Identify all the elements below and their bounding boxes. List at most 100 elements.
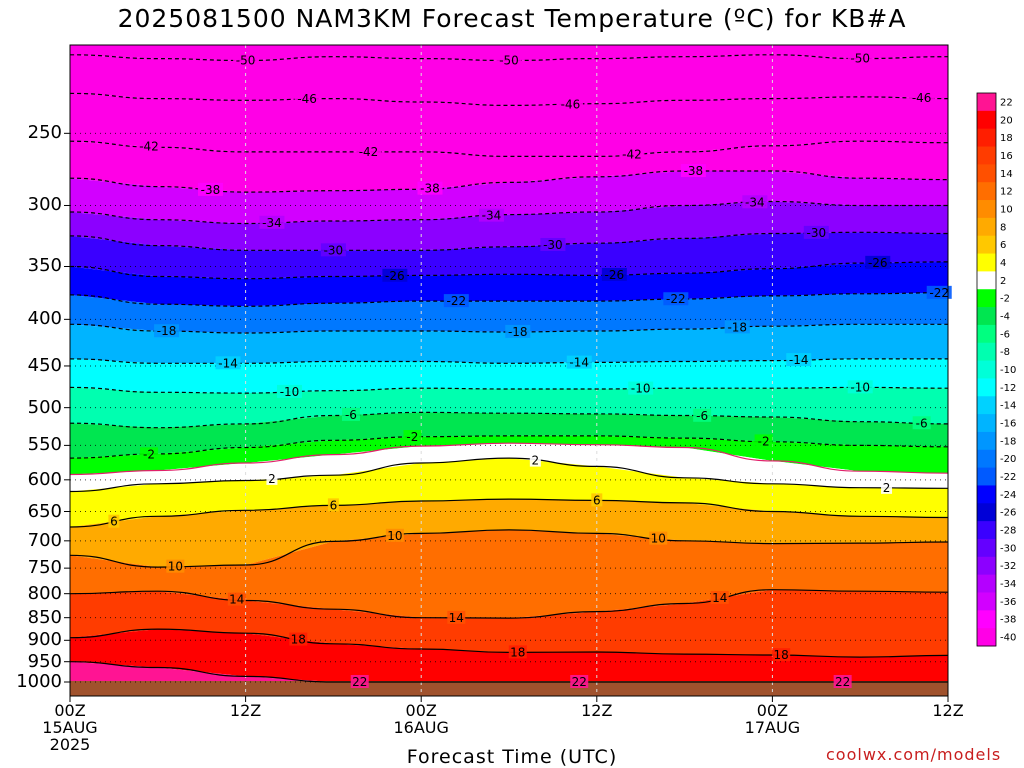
isotherm-label: -22 bbox=[447, 294, 467, 308]
isotherm-label: -14 bbox=[789, 353, 809, 367]
isotherm-label-bg bbox=[505, 324, 531, 338]
isotherm-label: -2 bbox=[143, 447, 155, 461]
isotherm-label-bg bbox=[197, 182, 223, 196]
isotherm-label-bg bbox=[865, 255, 891, 269]
isotherm-label: 6 bbox=[110, 515, 118, 529]
isotherm-label: -26 bbox=[385, 269, 405, 283]
isotherm-label: -14 bbox=[218, 356, 238, 370]
isotherm-label: 14 bbox=[712, 591, 727, 605]
colorbar-label: -40 bbox=[1000, 633, 1016, 644]
isotherm-label-bg bbox=[382, 268, 408, 282]
temperature-band bbox=[70, 232, 948, 279]
isotherm-label: -30 bbox=[806, 226, 826, 240]
colorbar-label: 14 bbox=[1000, 169, 1013, 180]
isotherm-label-bg bbox=[478, 208, 504, 222]
colorbar-label: -30 bbox=[1000, 543, 1016, 554]
isotherm-label-bg bbox=[215, 356, 241, 370]
isotherm-label-bg bbox=[529, 453, 541, 467]
colorbar-label: 12 bbox=[1000, 187, 1013, 198]
isotherm-label-bg bbox=[649, 531, 668, 545]
isotherm-label-bg bbox=[136, 139, 162, 153]
isotherm-line bbox=[69, 589, 949, 619]
isotherm-label: -38 bbox=[201, 183, 221, 197]
isotherm-label: -34 bbox=[482, 209, 502, 223]
isotherm-label: -46 bbox=[912, 91, 932, 105]
isotherm-label-bg bbox=[294, 92, 320, 106]
isotherm-label-bg bbox=[926, 285, 952, 299]
temperature-band bbox=[70, 201, 948, 251]
colorbar-label: 20 bbox=[1000, 115, 1013, 126]
pressure-tick-label: 500 bbox=[27, 396, 62, 418]
isotherm-label: 18 bbox=[774, 648, 789, 662]
colorbar-swatch bbox=[977, 449, 996, 469]
isotherm-label: 2 bbox=[268, 472, 276, 486]
isotherm-label-bg bbox=[443, 294, 469, 308]
colorbar-label: 6 bbox=[1000, 240, 1006, 251]
temperature-band bbox=[70, 499, 948, 568]
isotherm-label-bg bbox=[833, 675, 852, 688]
colorbar-label: -8 bbox=[1000, 347, 1010, 358]
isotherm-label-bg bbox=[508, 645, 527, 659]
colorbar-label: -32 bbox=[1000, 561, 1016, 572]
isotherm-label-bg bbox=[140, 447, 159, 461]
pressure-tick-label: 700 bbox=[27, 529, 62, 551]
isotherm-label: -34 bbox=[262, 216, 282, 230]
colorbar-swatch bbox=[977, 200, 996, 219]
pressure-tick-label: 250 bbox=[27, 122, 62, 144]
chart-title: 2025081500 NAM3KM Forecast Temperature (… bbox=[117, 4, 907, 33]
time-tick-label: 15AUG bbox=[42, 718, 98, 737]
colorbar-swatch bbox=[977, 146, 996, 165]
temperature-bands bbox=[70, 45, 948, 696]
colorbar-swatch bbox=[977, 503, 996, 522]
colorbar-swatch bbox=[977, 253, 996, 272]
temperature-band bbox=[70, 589, 948, 658]
isotherm-label-bg bbox=[847, 51, 873, 65]
colorbar-swatch bbox=[977, 164, 996, 183]
colorbar-swatch bbox=[977, 610, 996, 629]
pressure-tick-label: 450 bbox=[27, 354, 62, 376]
isotherm-label-bg bbox=[166, 559, 185, 573]
isotherm-label: 2 bbox=[532, 454, 540, 468]
isotherm-label: -30 bbox=[324, 243, 344, 257]
colorbar-swatch bbox=[977, 538, 996, 558]
isotherm-label: -10 bbox=[631, 382, 651, 396]
isotherm-label-bg bbox=[108, 514, 120, 528]
isotherm-label-bg bbox=[341, 407, 360, 421]
temperature-band bbox=[70, 54, 948, 106]
temperature-band bbox=[70, 45, 948, 61]
colorbar-swatch bbox=[977, 110, 996, 130]
pressure-tick-label: 850 bbox=[27, 606, 62, 628]
isotherm-label: -6 bbox=[916, 416, 928, 430]
isotherm-label: 10 bbox=[168, 560, 183, 574]
colorbar-label: 8 bbox=[1000, 222, 1006, 233]
colorbar-swatch bbox=[977, 182, 996, 201]
colorbar-label: -22 bbox=[1000, 472, 1016, 483]
pressure-tick-label: 350 bbox=[27, 255, 62, 277]
isotherm-label-bg bbox=[447, 610, 466, 624]
isotherm-label: -22 bbox=[666, 292, 686, 306]
colorbar-label: 16 bbox=[1000, 151, 1013, 162]
isotherm-label: 22 bbox=[835, 675, 850, 689]
colorbar-label: -20 bbox=[1000, 454, 1016, 465]
pressure-tick-label: 600 bbox=[27, 468, 62, 490]
isotherm-label-bg bbox=[754, 434, 773, 448]
colorbar-swatch bbox=[977, 307, 996, 326]
isotherm-label: -38 bbox=[684, 164, 704, 178]
temperature-band bbox=[70, 141, 948, 193]
isotherm-label-bg bbox=[803, 225, 829, 239]
temperature-band bbox=[70, 171, 948, 224]
time-tick-label: 16AUG bbox=[393, 718, 449, 737]
isotherm-label: -6 bbox=[345, 408, 357, 422]
colorbar-label: -28 bbox=[1000, 526, 1016, 537]
ground-layer bbox=[70, 681, 948, 696]
temperature-band bbox=[70, 458, 948, 527]
colorbar-label: -36 bbox=[1000, 597, 1016, 608]
isotherm-label: -42 bbox=[622, 148, 642, 162]
colorbar-swatch bbox=[977, 235, 996, 255]
colorbar-frame bbox=[976, 92, 997, 647]
isotherm-label: 2 bbox=[883, 481, 891, 495]
isotherm-label: -46 bbox=[561, 97, 581, 111]
time-tick-label: 00Z bbox=[405, 701, 437, 720]
isotherm-label: -26 bbox=[868, 256, 888, 270]
isotherm-line bbox=[69, 442, 949, 476]
